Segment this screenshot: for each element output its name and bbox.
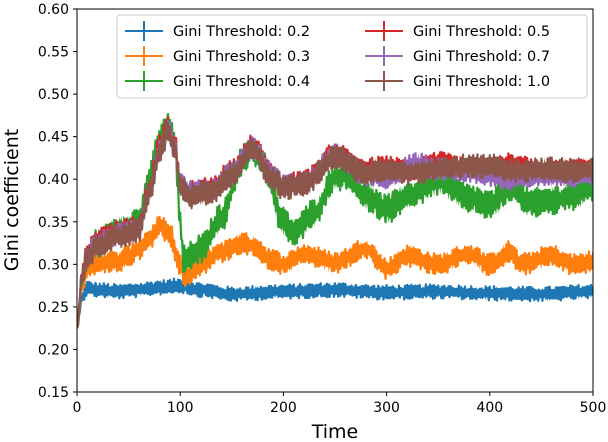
legend-label: Gini Threshold: 0.2 [173,24,310,40]
y-axis: 0.15 0.20 0.25 0.30 0.35 0.40 0.45 0.50 0.55 0.60 [38,2,77,401]
legend-item-6: Gini Threshold: 1.0 [365,71,550,91]
legend-item-2: Gini Threshold: 0.3 [125,46,310,66]
x-tick-label: 400 [476,400,503,416]
series-2-line [77,225,593,329]
x-tick-label: 0 [73,400,82,416]
y-tick-label: 0.25 [38,300,69,316]
y-tick-label: 0.40 [38,172,69,188]
legend-box [116,14,588,99]
y-tick-label: 0.30 [38,257,69,273]
series-6-line [77,131,593,329]
legend-item-4: Gini Threshold: 0.5 [365,21,550,41]
legend-label: Gini Threshold: 0.4 [173,74,310,90]
legend-label: Gini Threshold: 1.0 [413,74,550,90]
legend-label: Gini Threshold: 0.3 [173,49,310,65]
series-2 [77,215,593,329]
legend-label: Gini Threshold: 0.7 [413,49,550,65]
x-tick-label: 500 [580,400,607,416]
legend: Gini Threshold: 0.2 Gini Threshold: 0.3 Gi… [116,14,588,99]
y-axis-label: Gini coefficient [1,129,23,271]
y-tick-label: 0.45 [38,130,69,146]
plot-frame [76,8,594,393]
y-tick-label: 0.50 [38,87,69,103]
legend-item-3: Gini Threshold: 0.4 [125,71,310,91]
y-tick-label: 0.20 [38,342,69,358]
x-axis: 0 100 200 300 400 500 [73,392,607,416]
series-6 [77,121,593,329]
series-1 [77,277,593,329]
series-1-line [77,284,593,329]
y-tick-label: 0.60 [38,2,69,18]
x-tick-label: 100 [167,400,194,416]
x-tick-label: 200 [270,400,297,416]
x-tick-label: 300 [373,400,400,416]
legend-item-5: Gini Threshold: 0.7 [365,46,550,66]
y-tick-label: 0.35 [38,215,69,231]
series-layer [77,112,593,329]
y-tick-label: 0.15 [38,385,69,401]
legend-item-1: Gini Threshold: 0.2 [125,21,310,41]
y-tick-label: 0.55 [38,45,69,61]
legend-label: Gini Threshold: 0.5 [413,24,550,40]
x-axis-label: Time [311,421,359,442]
series-2-errorband [77,215,593,329]
